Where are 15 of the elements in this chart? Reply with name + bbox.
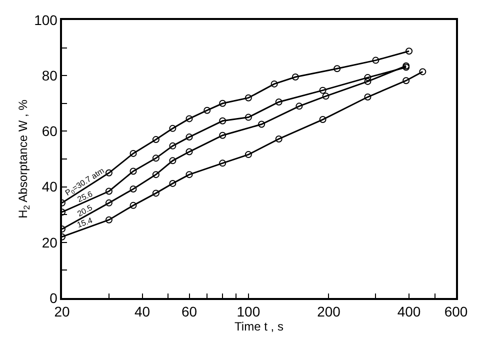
text: 25.6 — [76, 189, 94, 204]
x-tick-label: 40 — [134, 304, 150, 320]
x-tick-label: 200 — [317, 304, 341, 320]
y-tick-label: 40 — [42, 178, 58, 195]
x-tick-label: 20 — [54, 304, 70, 320]
x-tick-label: 100 — [236, 304, 260, 320]
x-axis-title: Time t , s — [234, 320, 284, 334]
x-tick-label: 600 — [444, 304, 468, 320]
y-tick-label: 20 — [42, 234, 58, 250]
y-tick-label: 80 — [42, 68, 58, 84]
x-tick-label: 60 — [181, 304, 198, 320]
x-tick-label: 400 — [397, 304, 421, 320]
y-tick-label: 60 — [42, 123, 58, 140]
y-tick-label: 0 — [50, 290, 58, 306]
y-tick-label: 100 — [34, 12, 58, 28]
